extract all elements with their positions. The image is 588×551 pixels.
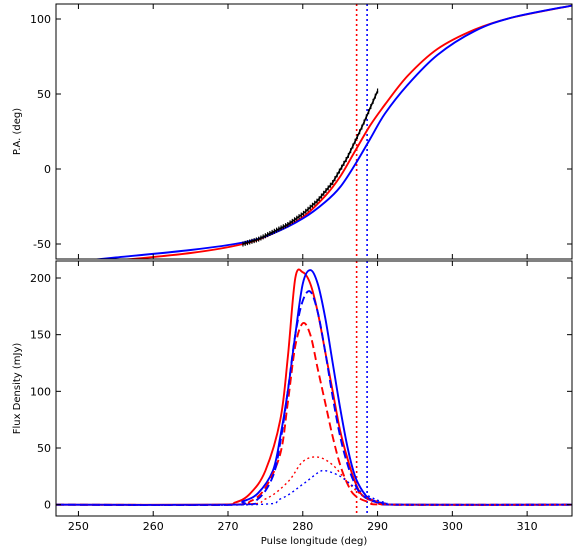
position-angle-plot-area [91, 4, 572, 259]
position-angle-panel: -50 0 50 100 P.A. (deg) [12, 3, 573, 260]
flux-x-tick-label-5: 300 [442, 520, 463, 533]
flux-y-tick-label-0: 0 [44, 499, 51, 512]
flux-x-tick-label-6: 310 [517, 520, 538, 533]
flux-density-panel: 0 50 100 150 200 250 260 270 280 290 300 310 Flux D… [12, 260, 573, 547]
flux-density-ticks: 0 50 100 150 200 250 260 270 280 290 300 310 [30, 261, 572, 533]
position-angle-frame [55, 3, 573, 260]
pa-series-1-line [91, 4, 572, 259]
pa-y-tick-label-2: 50 [37, 88, 51, 101]
position-angle-y-axis-label: P.A. (deg) [12, 108, 23, 155]
flux-y-tick-label-2: 100 [30, 385, 51, 398]
flux-y-tick-label-4: 200 [30, 272, 51, 285]
flux-density-plot-area [56, 261, 572, 516]
pa-measured-points [242, 88, 379, 247]
flux-series-4-line [56, 456, 572, 506]
pulse-longitude-x-axis-label: Pulse longitude (deg) [261, 536, 368, 547]
pa-y-tick-label-1: 0 [44, 163, 51, 176]
pa-measured-trace [242, 90, 379, 245]
pa-series-0-line [121, 4, 572, 259]
flux-series-5-line [56, 469, 572, 506]
flux-x-tick-label-2: 270 [218, 520, 239, 533]
flux-x-tick-label-1: 260 [143, 520, 164, 533]
flux-x-tick-label-4: 290 [367, 520, 388, 533]
flux-density-frame [55, 260, 573, 517]
flux-density-y-axis-label: Flux Density (mJy) [12, 343, 23, 435]
position-angle-ticks: -50 0 50 100 [30, 4, 572, 259]
pa-y-tick-label-0: -50 [33, 238, 51, 251]
flux-series-2-line [56, 321, 572, 506]
flux-x-tick-label-3: 280 [292, 520, 313, 533]
flux-y-tick-label-3: 150 [30, 329, 51, 342]
flux-x-tick-label-0: 250 [68, 520, 89, 533]
flux-y-tick-label-1: 50 [37, 442, 51, 455]
pa-y-tick-label-3: 100 [30, 13, 51, 26]
flux-series-1-line [56, 269, 572, 506]
